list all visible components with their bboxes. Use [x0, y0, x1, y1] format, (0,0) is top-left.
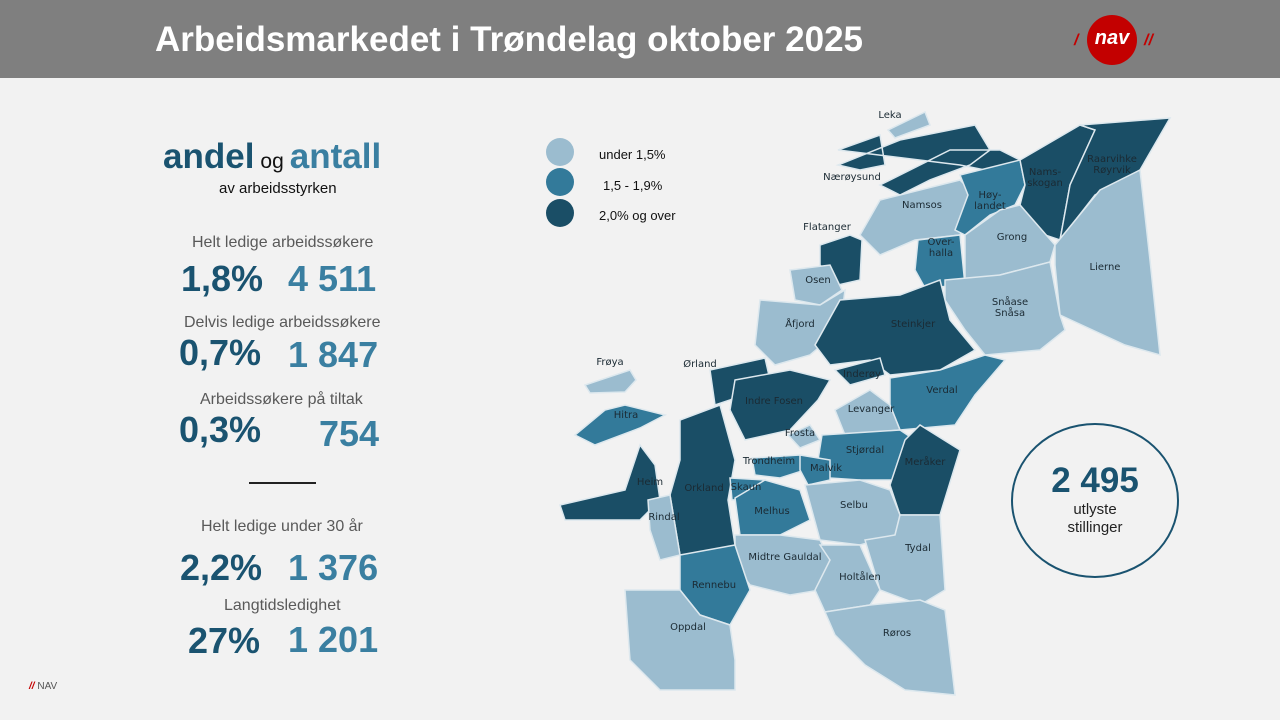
municipality-frosta	[786, 424, 822, 449]
municipality-label: Midtre Gauldal	[748, 552, 821, 563]
stat-count: 1 201	[288, 619, 379, 660]
municipality-hitra	[573, 404, 668, 446]
municipality-label: Melhus	[754, 506, 789, 517]
nav-logo-text: nav	[1094, 27, 1130, 49]
stat-percent: 1,8%	[181, 258, 264, 299]
section-subtitle: av arbeidsstyrken	[219, 180, 337, 197]
municipality-label: Frøya	[596, 357, 623, 368]
stat-label: Helt ledige arbeidssøkere	[192, 234, 374, 251]
municipality-inderøy	[833, 357, 886, 386]
section-heading: andel og antall	[163, 137, 381, 177]
stat-percent: 27%	[188, 620, 261, 661]
stat-count: 1 847	[288, 334, 379, 375]
page-title: Arbeidsmarkedet i Trøndelag oktober 2025	[155, 20, 864, 59]
municipality-label: Levanger	[848, 404, 895, 415]
municipality-label: Grong	[997, 232, 1027, 243]
vacancies-label: utlyste	[1073, 501, 1117, 518]
header-bar: Arbeidsmarkedet i Trøndelag oktober 2025…	[0, 0, 1280, 78]
municipality-label: Nærøysund	[823, 172, 881, 183]
municipality-label: Namsos	[902, 200, 942, 211]
municipality-label: Åfjord	[785, 317, 815, 330]
footer-slashes: //	[29, 681, 35, 692]
stat-count: 1 376	[288, 547, 379, 588]
municipality-leka	[886, 110, 931, 139]
municipality-tydal	[864, 514, 946, 606]
municipality-rindal	[647, 494, 681, 561]
municipality-label: Trondheim	[742, 456, 795, 467]
legend-label: 1,5 - 1,9%	[603, 178, 663, 193]
municipality-label: Lierne	[1090, 262, 1121, 273]
legend-swatch-mid	[546, 168, 574, 196]
stat-percent: 0,3%	[179, 409, 262, 450]
municipality-label: Steinkjer	[891, 319, 936, 330]
municipality-label: Frosta	[785, 428, 815, 439]
municipality-label: Meråker	[905, 455, 947, 468]
stat-count: 754	[319, 413, 380, 454]
stat-percent: 0,7%	[179, 332, 262, 373]
municipality-lierne	[1054, 168, 1161, 357]
municipality-label: Malvik	[810, 463, 842, 474]
municipality-label: Inderøy	[843, 369, 881, 380]
municipality-label: Snåase Snåsa	[992, 295, 1028, 319]
stat-label: Langtidsledighet	[224, 597, 341, 614]
municipality-label: Verdal	[926, 385, 957, 396]
municipality-label: Leka	[878, 110, 901, 121]
municipality-osen	[789, 264, 843, 306]
municipality-label: Rindal	[648, 512, 679, 523]
municipality-label: Ørland	[683, 358, 717, 370]
municipality-label: Oppdal	[670, 622, 706, 633]
legend-label: 2,0% og over	[599, 208, 676, 223]
municipality-selbu	[804, 479, 901, 546]
municipality-oppdal	[624, 589, 736, 691]
municipality-label: Over-halla	[927, 237, 954, 259]
municipality-heim	[559, 443, 661, 521]
vacancies-badge: 2 495 utlyste stillinger	[1011, 423, 1179, 578]
municipality-røros	[823, 599, 956, 696]
legend-label: under 1,5%	[599, 147, 666, 162]
vacancies-label: stillinger	[1067, 519, 1123, 536]
municipality-malvik	[799, 454, 831, 486]
footer-text: NAV	[37, 681, 58, 692]
municipality-label: Nams-skogan	[1027, 167, 1063, 189]
municipality-label: Osen	[805, 275, 831, 286]
vacancies-value: 2 495	[1051, 461, 1139, 500]
municipality-label: Orkland	[684, 483, 723, 494]
legend-swatch-high	[546, 199, 574, 227]
municipality-label: Holtålen	[839, 570, 881, 583]
stat-label: Arbeidssøkere på tiltak	[200, 391, 363, 408]
nav-logo: / nav //	[1070, 12, 1180, 68]
stat-label: Helt ledige under 30 år	[201, 518, 363, 535]
municipality-snåase	[944, 261, 1066, 356]
municipality-label: Røros	[883, 628, 911, 639]
stat-count: 4 511	[288, 258, 377, 299]
municipality-trondheim	[751, 454, 806, 479]
municipality-label: Heim	[637, 477, 663, 488]
municipality-label: Stjørdal	[846, 445, 884, 456]
municipality-label: Skaun	[731, 482, 762, 493]
divider	[249, 482, 316, 484]
footer-brand: // NAV	[29, 681, 57, 692]
municipality-frøya	[583, 369, 637, 394]
municipality-label: Indre Fosen	[745, 396, 803, 407]
municipality-indre-fosen	[729, 369, 832, 441]
andel-word: andel	[163, 137, 255, 176]
municipality-label: Selbu	[840, 500, 868, 511]
municipality-label: Høy-landet	[974, 190, 1006, 212]
municipality-label: Rennebu	[692, 580, 736, 591]
stat-label: Delvis ledige arbeidssøkere	[184, 314, 381, 331]
municipality-levanger	[834, 389, 902, 436]
municipality-label: Hitra	[614, 410, 638, 421]
og-word: og	[260, 150, 284, 173]
municipality-label: Raarvihke Røyrvik	[1087, 154, 1137, 176]
legend-swatch-low	[546, 138, 574, 166]
stat-percent: 2,2%	[180, 547, 263, 588]
antall-word: antall	[289, 137, 382, 176]
municipality-label: Flatanger	[803, 222, 852, 233]
municipality-label: Tydal	[904, 543, 931, 554]
